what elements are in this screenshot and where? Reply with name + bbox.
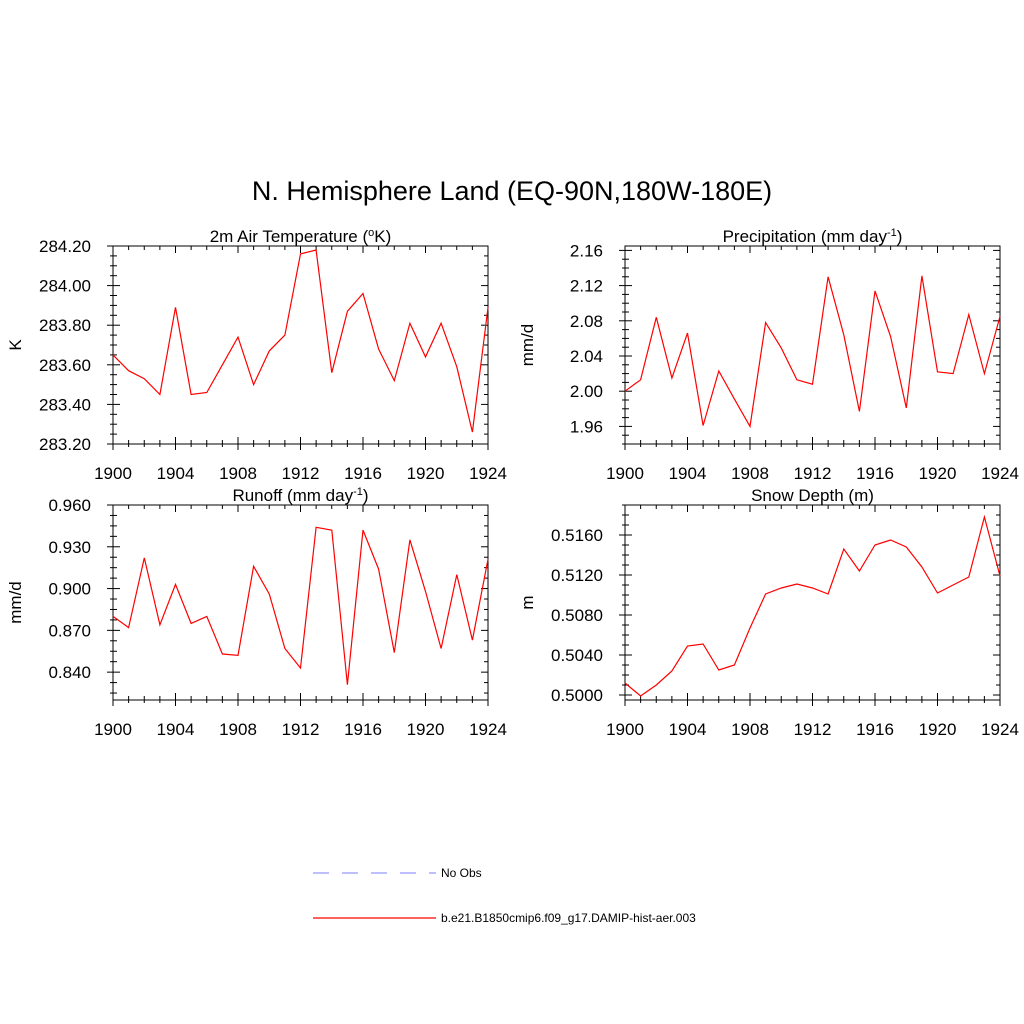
panel-title-text: Runoff (mm day xyxy=(232,486,353,505)
x-tick-label: 1912 xyxy=(794,464,832,483)
y-tick-label: 0.5000 xyxy=(551,686,603,705)
y-axis-label: K xyxy=(6,339,25,351)
plot-frame xyxy=(624,245,1001,445)
panel-title-superscript: o xyxy=(368,227,374,239)
y-tick-label: 0.5160 xyxy=(551,526,603,545)
y-tick-label: 2.12 xyxy=(570,277,603,296)
x-tick-label: 1900 xyxy=(606,464,644,483)
y-tick-label: 0.5120 xyxy=(551,566,603,585)
panels: 2m Air Temperature (oK) K 1900 1904 1908 1912… xyxy=(6,227,1019,739)
y-tick-label: 2.08 xyxy=(570,312,603,331)
panel-title: Runoff (mm day-1) xyxy=(232,486,368,505)
x-tick-label: 1920 xyxy=(919,720,957,739)
plot-frame xyxy=(112,504,489,701)
legend: No Obs b.e21.B1850cmip6.f09_g17.DAMIP-his… xyxy=(313,866,696,925)
x-tick-label: 1908 xyxy=(219,720,257,739)
y-tick-label: 283.80 xyxy=(39,316,91,335)
panel-title-suffix: ) xyxy=(363,486,369,505)
y-axis-label: m xyxy=(518,595,537,609)
legend-label: No Obs xyxy=(441,866,482,880)
panel-title-text: Precipitation (mm day xyxy=(723,227,888,246)
x-tick-label: 1908 xyxy=(219,464,257,483)
y-tick-label: 0.930 xyxy=(48,538,91,557)
y-tick-label: 283.60 xyxy=(39,356,91,375)
panel-3: Runoff (mm day-1) mm/d 1900 1904 1908 1912 191… xyxy=(6,486,507,739)
panel-title: Snow Depth (m) xyxy=(751,486,874,505)
x-tick-label: 1912 xyxy=(282,720,320,739)
panel-title: Precipitation (mm day-1) xyxy=(723,227,903,246)
panel-4: Snow Depth (m) m 1900 1904 1908 1912 1916 1920 1… xyxy=(518,486,1019,739)
panel-title: 2m Air Temperature (oK) xyxy=(210,227,392,246)
x-tick-label: 1904 xyxy=(669,720,707,739)
series-line xyxy=(112,526,489,685)
x-tick-label: 1904 xyxy=(157,720,195,739)
y-tick-label: 283.40 xyxy=(39,395,91,414)
x-tick-label: 1908 xyxy=(731,464,769,483)
y-tick-label: 0.840 xyxy=(48,663,91,682)
x-tick-label: 1900 xyxy=(606,720,644,739)
y-tick-label: 0.5080 xyxy=(551,606,603,625)
y-tick-label: 0.960 xyxy=(48,496,91,515)
panel-title-superscript: -1 xyxy=(353,486,363,498)
x-tick-label: 1900 xyxy=(94,464,132,483)
x-tick-label: 1920 xyxy=(407,464,445,483)
panel-title-text: 2m Air Temperature ( xyxy=(210,227,369,246)
y-tick-label: 1.96 xyxy=(570,417,603,436)
x-tick-label: 1912 xyxy=(282,464,320,483)
panel-title-suffix: K) xyxy=(374,227,391,246)
y-tick-label: 2.16 xyxy=(570,241,603,260)
panel-title-text: Snow Depth (m) xyxy=(751,486,874,505)
x-tick-label: 1924 xyxy=(981,720,1019,739)
x-tick-label: 1900 xyxy=(94,720,132,739)
x-tick-label: 1904 xyxy=(157,464,195,483)
x-tick-label: 1924 xyxy=(981,464,1019,483)
panel-title-superscript: -1 xyxy=(887,227,897,239)
panel-title-suffix: ) xyxy=(897,227,903,246)
y-tick-label: 283.20 xyxy=(39,435,91,454)
x-tick-label: 1920 xyxy=(919,464,957,483)
x-tick-label: 1908 xyxy=(731,720,769,739)
y-tick-label: 0.900 xyxy=(48,580,91,599)
x-tick-label: 1904 xyxy=(669,464,707,483)
x-tick-label: 1924 xyxy=(469,720,507,739)
x-tick-label: 1916 xyxy=(344,464,382,483)
series-line xyxy=(624,275,1001,429)
y-tick-label: 0.5040 xyxy=(551,646,603,665)
x-tick-label: 1920 xyxy=(407,720,445,739)
x-tick-label: 1912 xyxy=(794,720,832,739)
y-tick-label: 2.00 xyxy=(570,382,603,401)
series-line xyxy=(624,514,1001,697)
panel-1: 2m Air Temperature (oK) K 1900 1904 1908 1912… xyxy=(6,227,507,483)
plot-frame xyxy=(624,504,1001,701)
y-tick-label: 284.00 xyxy=(39,277,91,296)
x-tick-label: 1916 xyxy=(856,464,894,483)
x-tick-label: 1924 xyxy=(469,464,507,483)
y-axis-label: mm/d xyxy=(518,324,537,367)
series-line xyxy=(112,249,489,433)
x-tick-label: 1916 xyxy=(344,720,382,739)
y-tick-label: 2.04 xyxy=(570,347,603,366)
panel-2: Precipitation (mm day-1) mm/d 1900 1904 1908… xyxy=(518,227,1019,483)
y-tick-label: 0.870 xyxy=(48,621,91,640)
y-axis-label: mm/d xyxy=(6,581,25,624)
y-tick-label: 284.20 xyxy=(39,237,91,256)
figure-title: N. Hemisphere Land (EQ-90N,180W-180E) xyxy=(252,176,772,206)
x-tick-label: 1916 xyxy=(856,720,894,739)
legend-label: b.e21.B1850cmip6.f09_g17.DAMIP-hist-aer.… xyxy=(441,911,696,925)
